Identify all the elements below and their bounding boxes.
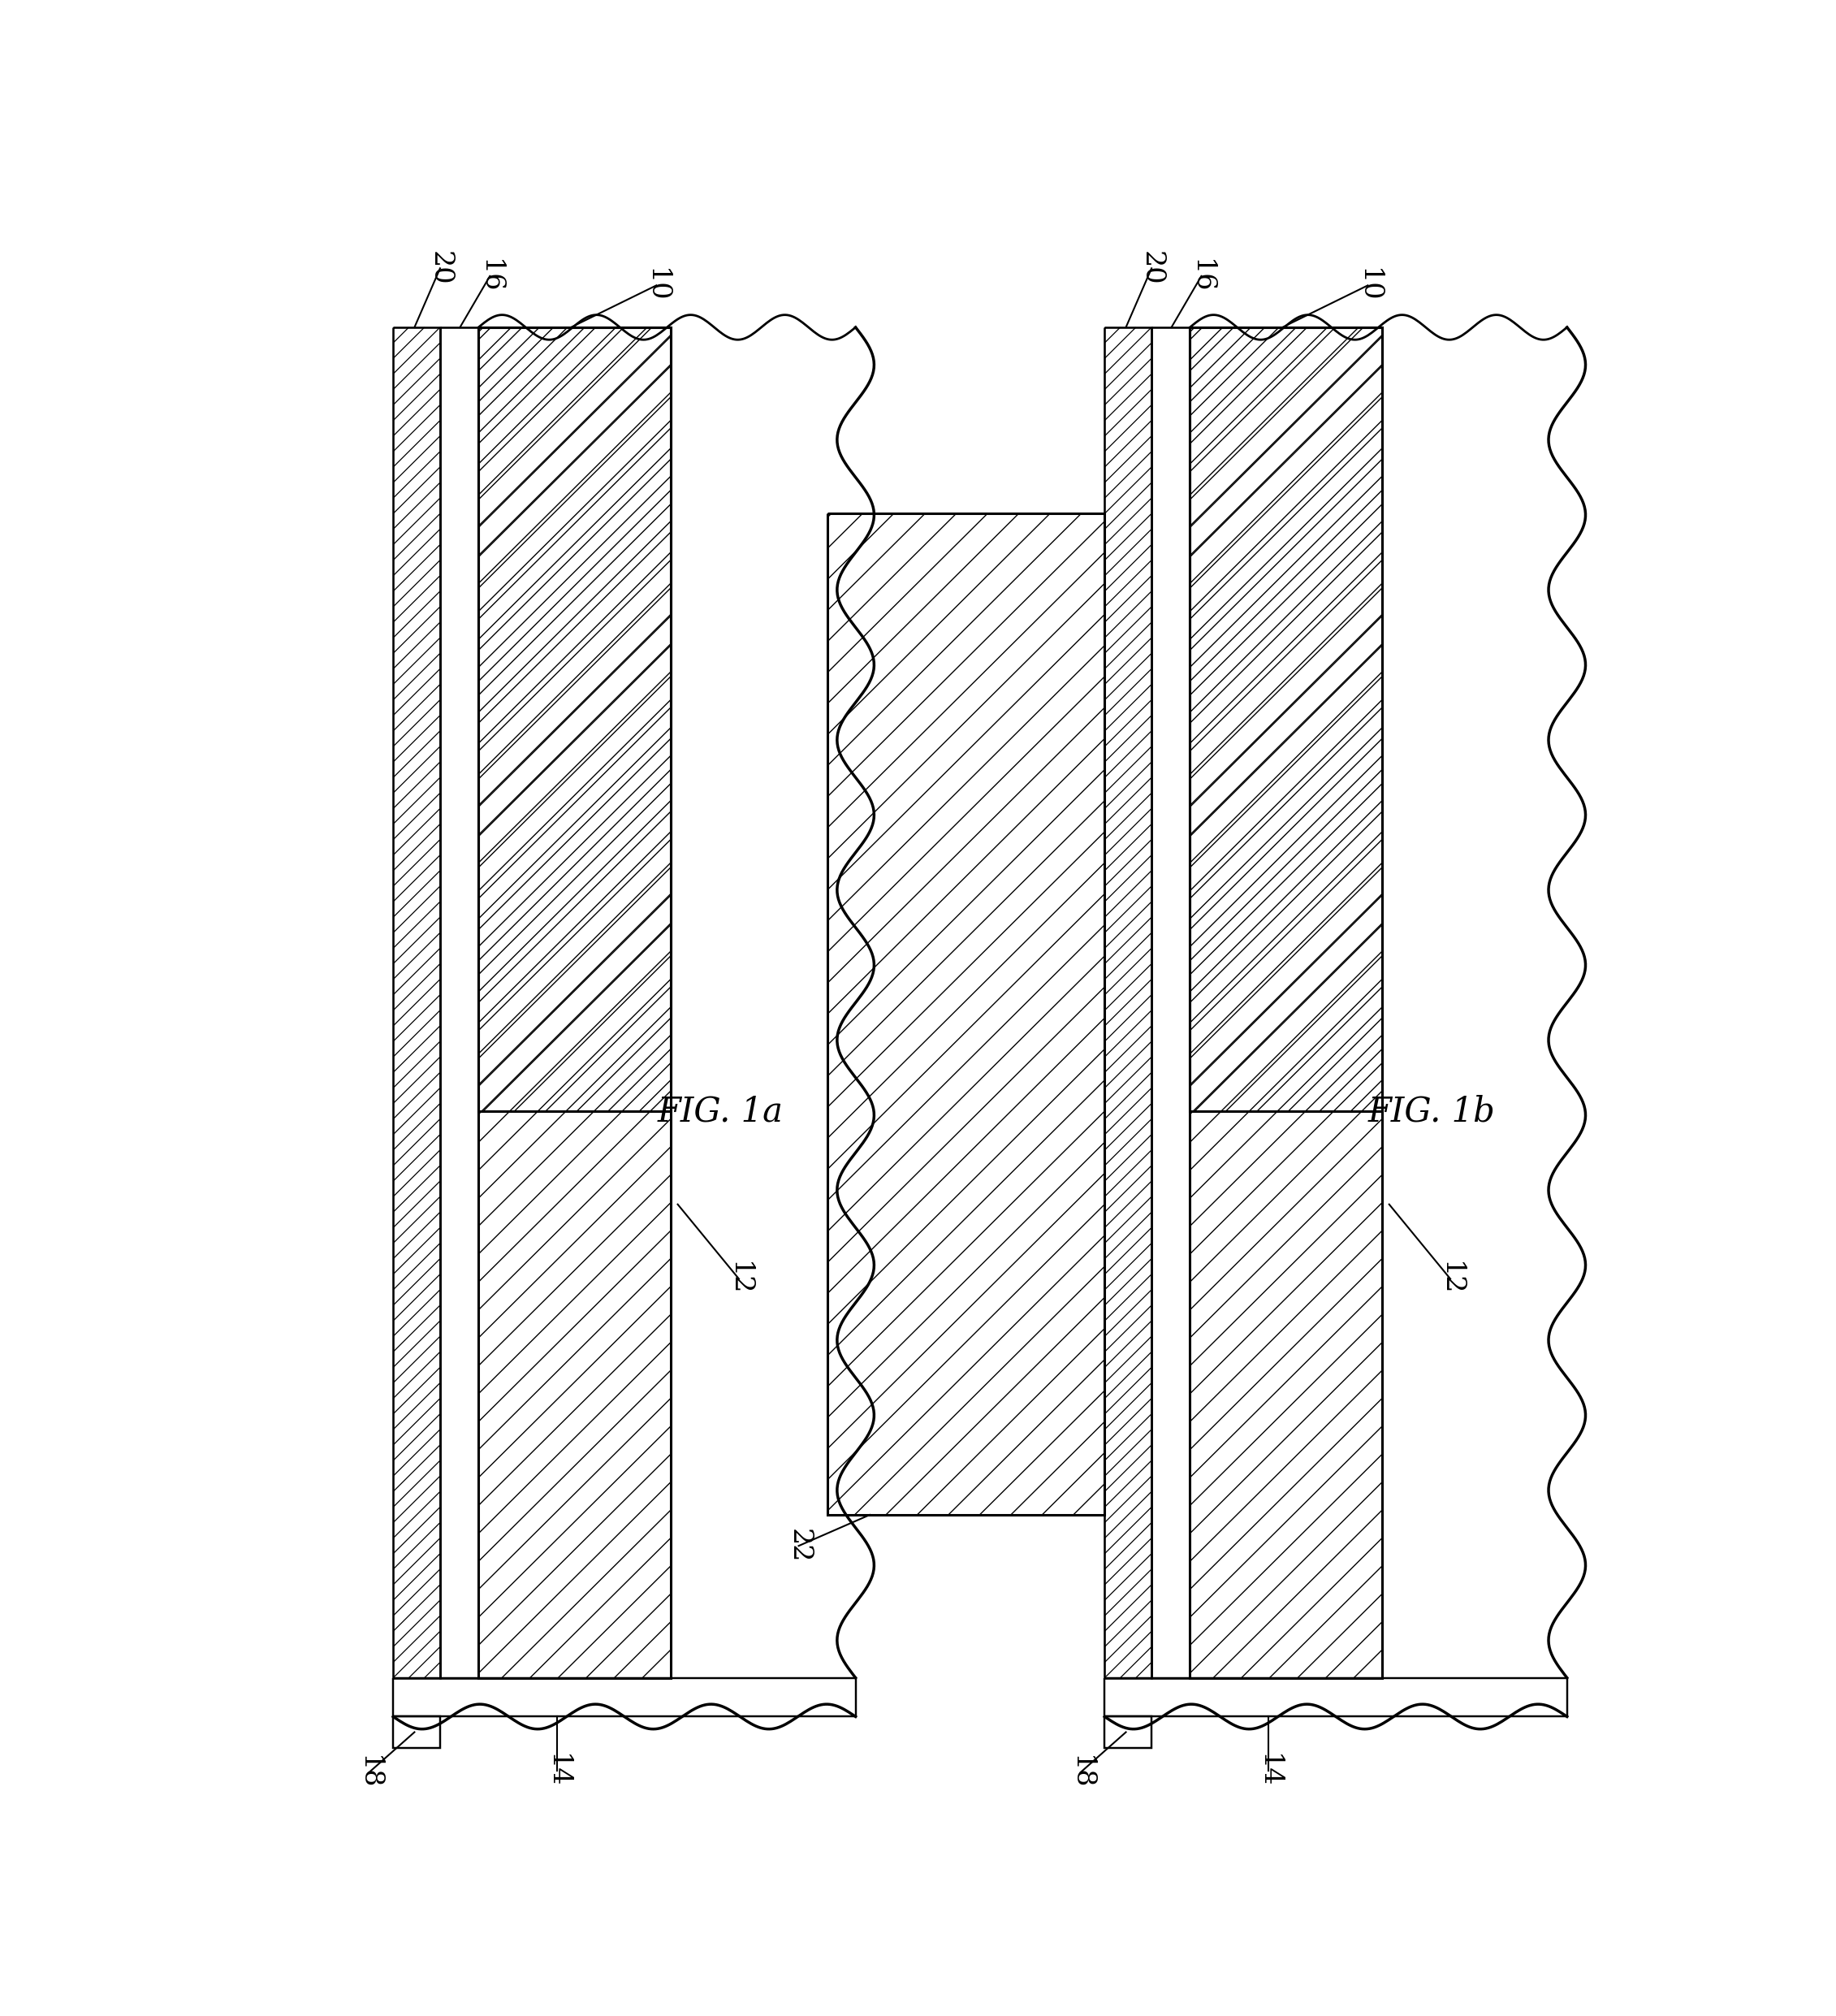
Text: 14: 14 (543, 1754, 569, 1788)
Bar (393, 327, 441, 1677)
Text: 18: 18 (356, 1756, 382, 1790)
Text: 14: 14 (1256, 1754, 1282, 1788)
Text: FIG. 1b: FIG. 1b (1368, 1095, 1496, 1129)
Bar (1190, 327, 1383, 1677)
Bar (1151, 327, 1190, 1677)
Bar (828, 514, 1105, 1514)
Bar (393, 1716, 441, 1748)
Bar (1105, 327, 1151, 1677)
Text: 12: 12 (725, 1262, 753, 1296)
Bar (441, 327, 479, 1677)
Bar (1105, 1677, 1568, 1716)
Text: 18: 18 (1067, 1756, 1094, 1790)
Text: 12: 12 (1438, 1262, 1463, 1296)
Text: FIG. 1a: FIG. 1a (657, 1095, 784, 1129)
Bar (1190, 327, 1383, 1111)
Bar (393, 1677, 856, 1716)
Text: 20: 20 (1138, 252, 1164, 286)
Text: 16: 16 (1188, 258, 1214, 294)
Bar (1105, 1716, 1151, 1748)
Text: 22: 22 (786, 1528, 812, 1562)
Bar (479, 327, 670, 1111)
Text: 10: 10 (643, 268, 670, 302)
Bar (479, 327, 670, 1677)
Text: 20: 20 (428, 252, 453, 286)
Text: 10: 10 (1355, 268, 1381, 302)
Text: 16: 16 (477, 258, 503, 294)
